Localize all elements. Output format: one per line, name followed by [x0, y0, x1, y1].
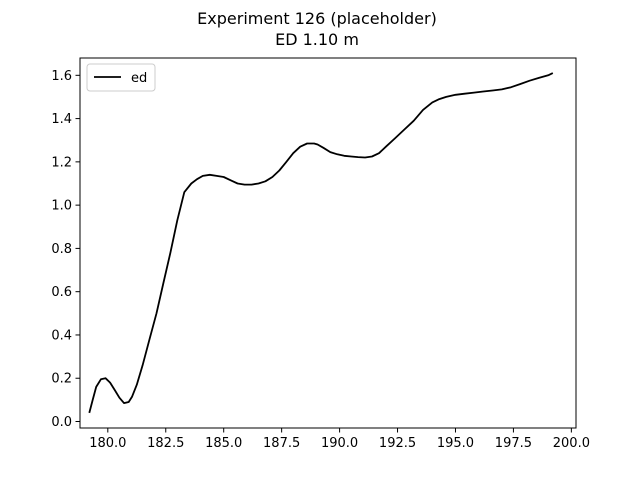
x-tick-label: 187.5: [263, 436, 300, 451]
x-tick-label: 182.5: [147, 436, 184, 451]
chart-subtitle: ED 1.10 m: [275, 30, 359, 49]
x-axis: 180.0 182.5 185.0 187.5 190.0 192.5 195.0 197.5…: [89, 428, 590, 451]
y-tick-label: 1.2: [51, 155, 72, 170]
plot-area: [79, 57, 577, 429]
y-tick-label: 1.6: [51, 69, 72, 84]
x-tick-label: 197.5: [495, 436, 532, 451]
legend: ed: [86, 63, 156, 92]
plot-frame: [79, 57, 577, 429]
x-tick-label: 200.0: [553, 436, 590, 451]
y-axis: 0.0 0.2 0.4 0.6 0.8 1.0 1.2 1.4 1.6: [51, 69, 80, 430]
x-tick-label: 185.0: [205, 436, 242, 451]
legend-label: ed: [131, 71, 147, 86]
x-tick-label: 192.5: [379, 436, 416, 451]
y-tick-label: 0.4: [51, 328, 72, 343]
chart-title: Experiment 126 (placeholder): [197, 9, 437, 28]
y-tick-label: 1.0: [51, 199, 72, 214]
x-tick-label: 190.0: [321, 436, 358, 451]
y-tick-label: 0.0: [51, 415, 72, 430]
x-tick-label: 195.0: [437, 436, 474, 451]
series-line-ed: [88, 72, 554, 414]
y-tick-label: 0.6: [51, 285, 72, 300]
y-tick-label: 0.8: [51, 242, 72, 257]
series-layer: [88, 72, 554, 414]
y-tick-label: 1.4: [51, 112, 72, 127]
y-tick-label: 0.2: [51, 372, 72, 387]
x-tick-label: 180.0: [89, 436, 126, 451]
